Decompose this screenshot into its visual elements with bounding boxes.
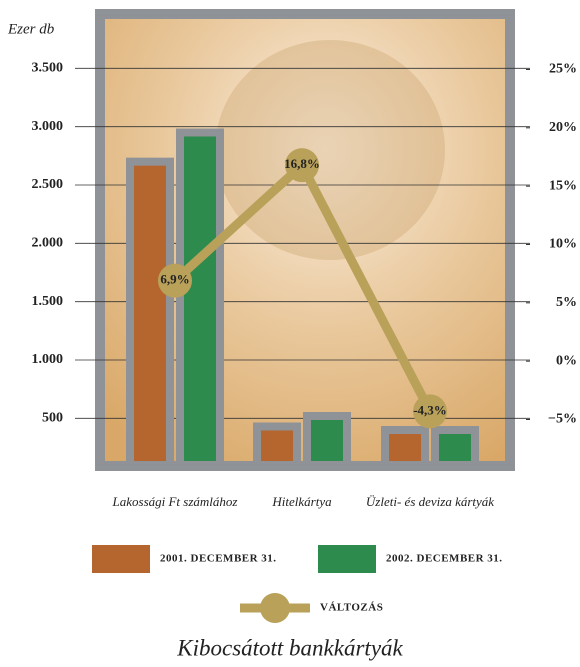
legend-label: VÁLTOZÁS (320, 602, 383, 614)
x-tick-label: Üzleti- és deviza kártyák (366, 494, 494, 509)
legend-swatch (318, 545, 376, 573)
line-point (158, 263, 192, 298)
data-label: -4,3% (413, 402, 447, 417)
y2-tick-label: 20% (549, 120, 577, 135)
bar (381, 426, 429, 469)
globe-decoration (215, 40, 445, 260)
line-point (413, 394, 447, 429)
y-tick-label: 2.000 (32, 236, 64, 251)
y-axis-label: Ezer db (7, 21, 55, 37)
y2-tick-label: 5% (556, 295, 577, 310)
y-tick-label: 2.500 (32, 177, 64, 192)
x-tick-label: Lakossági Ft számlához (112, 494, 238, 509)
legend-label: 2001. DECEMBER 31. (160, 553, 277, 565)
bar (176, 128, 224, 469)
y2-tick-label: −5% (548, 412, 577, 427)
y2-tick-label: 25% (549, 62, 577, 77)
bar (303, 412, 351, 469)
y-tick-label: 1.500 (32, 294, 64, 309)
y2-tick-label: 15% (549, 178, 577, 193)
y2-tick-label: 10% (549, 237, 577, 252)
data-label: 6,9% (160, 272, 189, 287)
bar (253, 422, 301, 469)
y-tick-label: 1.000 (32, 352, 64, 367)
y-tick-label: 500 (42, 411, 63, 426)
y2-tick-label: 0% (556, 353, 577, 368)
y-tick-label: 3.000 (32, 119, 64, 134)
legend-label: 2002. DECEMBER 31. (386, 553, 503, 565)
legend-marker (260, 593, 290, 623)
data-label: 16,8% (284, 156, 320, 171)
y-tick-label: 3.500 (32, 61, 64, 76)
bar (126, 157, 174, 470)
x-tick-label: Hitelkártya (271, 494, 332, 509)
bar (431, 426, 479, 469)
line-point (285, 148, 319, 183)
legend-swatch (92, 545, 150, 573)
chart-title: Kibocsátott bankkártyák (176, 635, 403, 660)
